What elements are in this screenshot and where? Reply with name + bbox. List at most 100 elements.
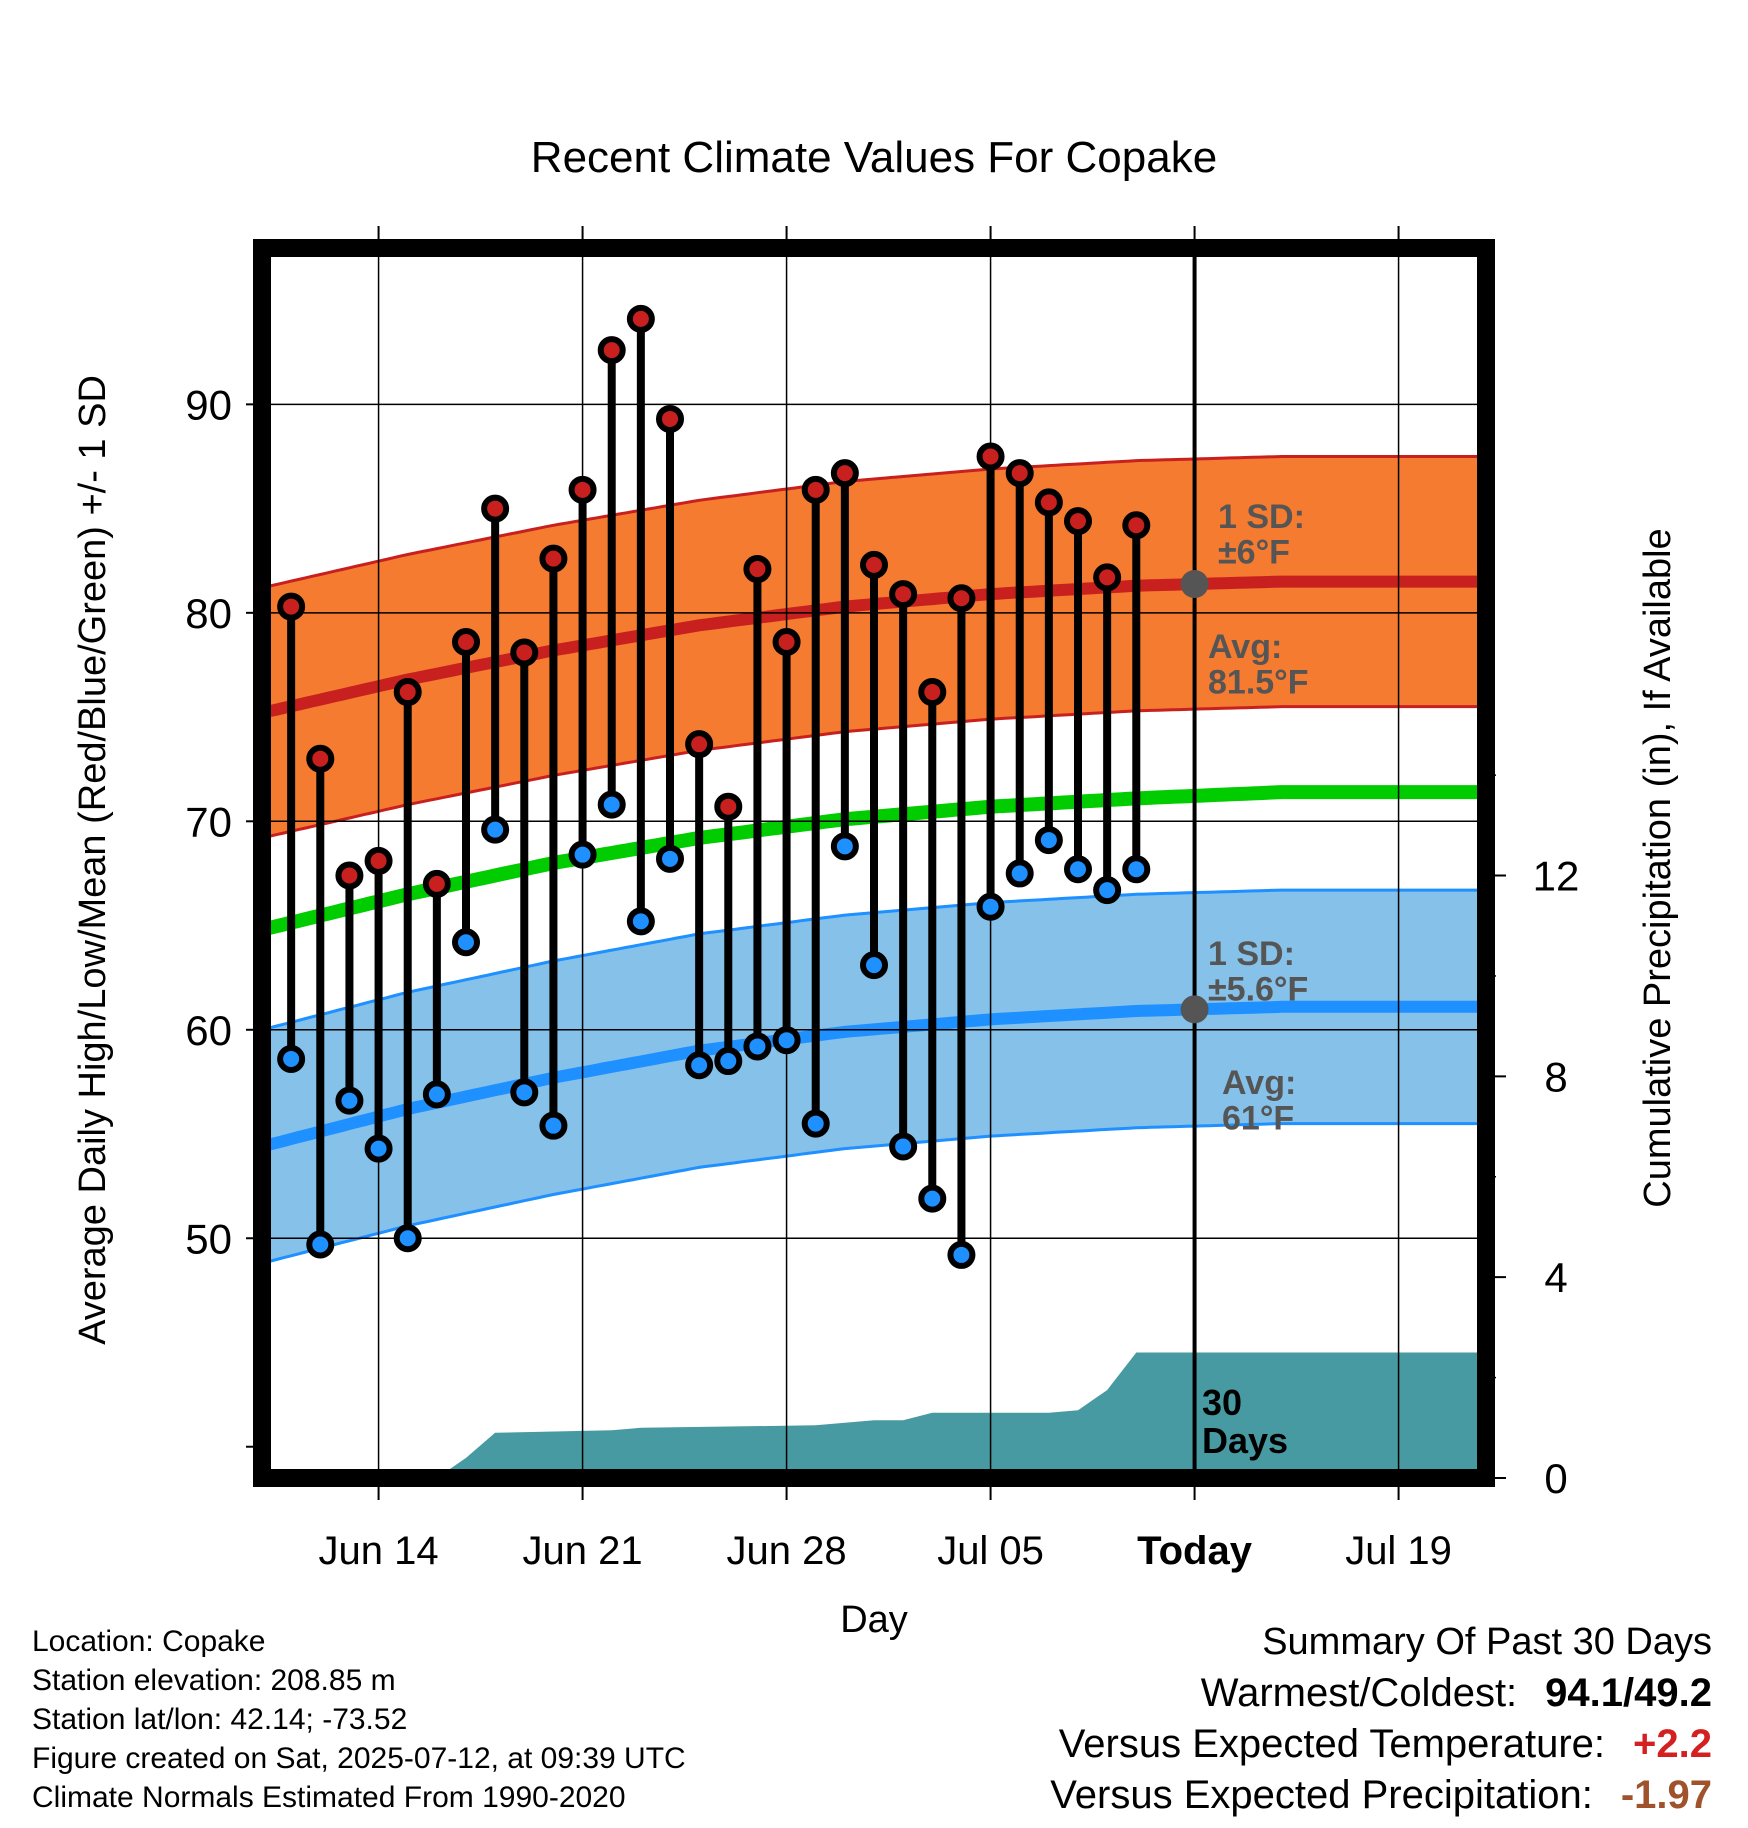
chart-title: Recent Climate Values For Copake bbox=[531, 133, 1217, 182]
today-low-avg-marker bbox=[1180, 995, 1209, 1024]
daily-high-point bbox=[656, 404, 684, 433]
y2-tick-label: 12 bbox=[1533, 853, 1580, 900]
y-axis-label: Average Daily High/Low/Mean (Red/Blue/Gr… bbox=[72, 375, 114, 1345]
high-avg-annotation: Avg: 81.5°F bbox=[1208, 628, 1309, 702]
y-tick-label: 60 bbox=[185, 1007, 232, 1054]
daily-high-point bbox=[277, 592, 306, 621]
daily-high-point bbox=[1093, 563, 1122, 592]
daily-low-point bbox=[277, 1044, 306, 1073]
daily-low-point bbox=[626, 907, 655, 936]
daily-high-point bbox=[481, 494, 510, 523]
daily-low-point bbox=[1093, 876, 1122, 905]
daily-low-point bbox=[656, 844, 684, 873]
daily-high-point bbox=[772, 628, 801, 657]
location-text: Location: Copake bbox=[32, 1625, 266, 1658]
daily-high-point bbox=[860, 550, 888, 579]
daily-low-point bbox=[1122, 855, 1151, 884]
x-tick-label: Jul 19 bbox=[1345, 1529, 1452, 1573]
daily-high-point bbox=[452, 628, 480, 657]
daily-high-point bbox=[714, 792, 743, 821]
daily-low-point bbox=[918, 1184, 947, 1213]
daily-low-point bbox=[976, 892, 1005, 921]
x-tick-label: Jul 05 bbox=[937, 1529, 1044, 1573]
daily-high-point bbox=[422, 869, 451, 898]
low-sd-band bbox=[262, 890, 1486, 1264]
daily-high-point bbox=[364, 846, 393, 875]
daily-high-point bbox=[830, 459, 859, 488]
high-sd-annotation-line: 1 SD: bbox=[1218, 498, 1305, 536]
daily-low-point bbox=[743, 1032, 772, 1061]
high-avg-annotation-line: 81.5°F bbox=[1208, 664, 1309, 702]
x-tick-label: Today bbox=[1137, 1529, 1253, 1573]
daily-high-point bbox=[918, 678, 947, 707]
daily-low-point bbox=[1154, 0, 1176, 11]
daily-low-point bbox=[452, 928, 480, 957]
daily-low-point bbox=[539, 1111, 568, 1140]
high-sd-annotation: 1 SD: ±6°F bbox=[1218, 498, 1305, 572]
high-avg-annotation-line: Avg: bbox=[1208, 628, 1282, 666]
temp-value: +2.2 bbox=[1633, 1722, 1712, 1766]
daily-high-point bbox=[685, 730, 714, 759]
x-tick-label: Jun 28 bbox=[727, 1529, 847, 1573]
x-tick-label: Jun 21 bbox=[523, 1529, 643, 1573]
daily-high-point bbox=[1154, 0, 1176, 11]
y-tick-label: 90 bbox=[185, 381, 232, 428]
daily-low-point bbox=[772, 1026, 801, 1055]
window-annotation-line: Days bbox=[1202, 1420, 1288, 1461]
daily-high-point bbox=[947, 584, 976, 613]
station-info: Location: Copake Station elevation: 208.… bbox=[32, 1622, 686, 1817]
plot-frame bbox=[253, 239, 1495, 1487]
daily-high-point bbox=[306, 744, 335, 773]
daily-low-point bbox=[481, 815, 510, 844]
daily-low-point bbox=[1064, 855, 1092, 884]
daily-high-point bbox=[335, 861, 364, 890]
summary-panel: Summary Of Past 30 Days Warmest/Coldest:… bbox=[1050, 1617, 1712, 1821]
daily-low-point bbox=[393, 1224, 422, 1253]
summary-temp: Versus Expected Temperature: +2.2 bbox=[1050, 1719, 1712, 1770]
daily-high-point bbox=[1005, 459, 1034, 488]
high-sd-annotation-line: ±6°F bbox=[1218, 534, 1290, 572]
y2-tick-label: 0 bbox=[1544, 1455, 1567, 1502]
daily-high-point bbox=[597, 336, 626, 365]
daily-low-point bbox=[947, 1240, 976, 1269]
y-tick-label: 80 bbox=[185, 590, 232, 637]
y2-axis-label: Cumulative Precipitation (in), If Availa… bbox=[1637, 528, 1679, 1207]
daily-high-point bbox=[1064, 507, 1092, 536]
daily-high-point bbox=[626, 304, 655, 333]
low-avg-annotation-line: 61°F bbox=[1222, 1100, 1294, 1138]
precip-value: -1.97 bbox=[1620, 1773, 1712, 1817]
daily-low-point bbox=[568, 840, 597, 869]
x-tick-label: Jun 14 bbox=[319, 1529, 439, 1573]
low-sd-annotation-line: 1 SD: bbox=[1208, 935, 1295, 973]
summary-precip: Versus Expected Precipitation: -1.97 bbox=[1050, 1770, 1712, 1821]
daily-high-point bbox=[1122, 511, 1151, 540]
low-sd-annotation: 1 SD: ±5.6°F bbox=[1208, 935, 1308, 1009]
daily-high-point bbox=[510, 638, 539, 667]
y2-tick-label: 4 bbox=[1544, 1254, 1567, 1301]
daily-low-point bbox=[422, 1080, 451, 1109]
summary-warm-cold: Warmest/Coldest: 94.1/49.2 bbox=[1050, 1668, 1712, 1719]
window-annotation: 30 Days bbox=[1202, 1382, 1288, 1461]
daily-low-point bbox=[889, 1132, 918, 1161]
daily-high-point bbox=[743, 555, 772, 584]
created-text: Figure created on Sat, 2025-07-12, at 09… bbox=[32, 1742, 686, 1775]
daily-low-point bbox=[306, 1230, 335, 1259]
low-sd-lower-line bbox=[262, 1122, 1486, 1265]
daily-low-point bbox=[860, 951, 888, 980]
precip-label: Versus Expected Precipitation: bbox=[1050, 1773, 1593, 1817]
x-axis-label: Day bbox=[840, 1599, 908, 1641]
daily-low-point bbox=[714, 1047, 743, 1076]
today-high-avg-marker bbox=[1180, 570, 1209, 599]
low-sd-annotation-line: ±5.6°F bbox=[1208, 971, 1308, 1009]
daily-low-point bbox=[335, 1086, 364, 1115]
high-sd-upper-line bbox=[262, 455, 1486, 590]
normals-text: Climate Normals Estimated From 1990-2020 bbox=[32, 1781, 626, 1814]
window-annotation-line: 30 bbox=[1202, 1382, 1242, 1423]
warm-cold-value: 94.1/49.2 bbox=[1545, 1671, 1712, 1715]
daily-high-point bbox=[976, 442, 1005, 471]
latlon-text: Station lat/lon: 42.14; -73.52 bbox=[32, 1703, 408, 1736]
temp-label: Versus Expected Temperature: bbox=[1058, 1722, 1606, 1766]
